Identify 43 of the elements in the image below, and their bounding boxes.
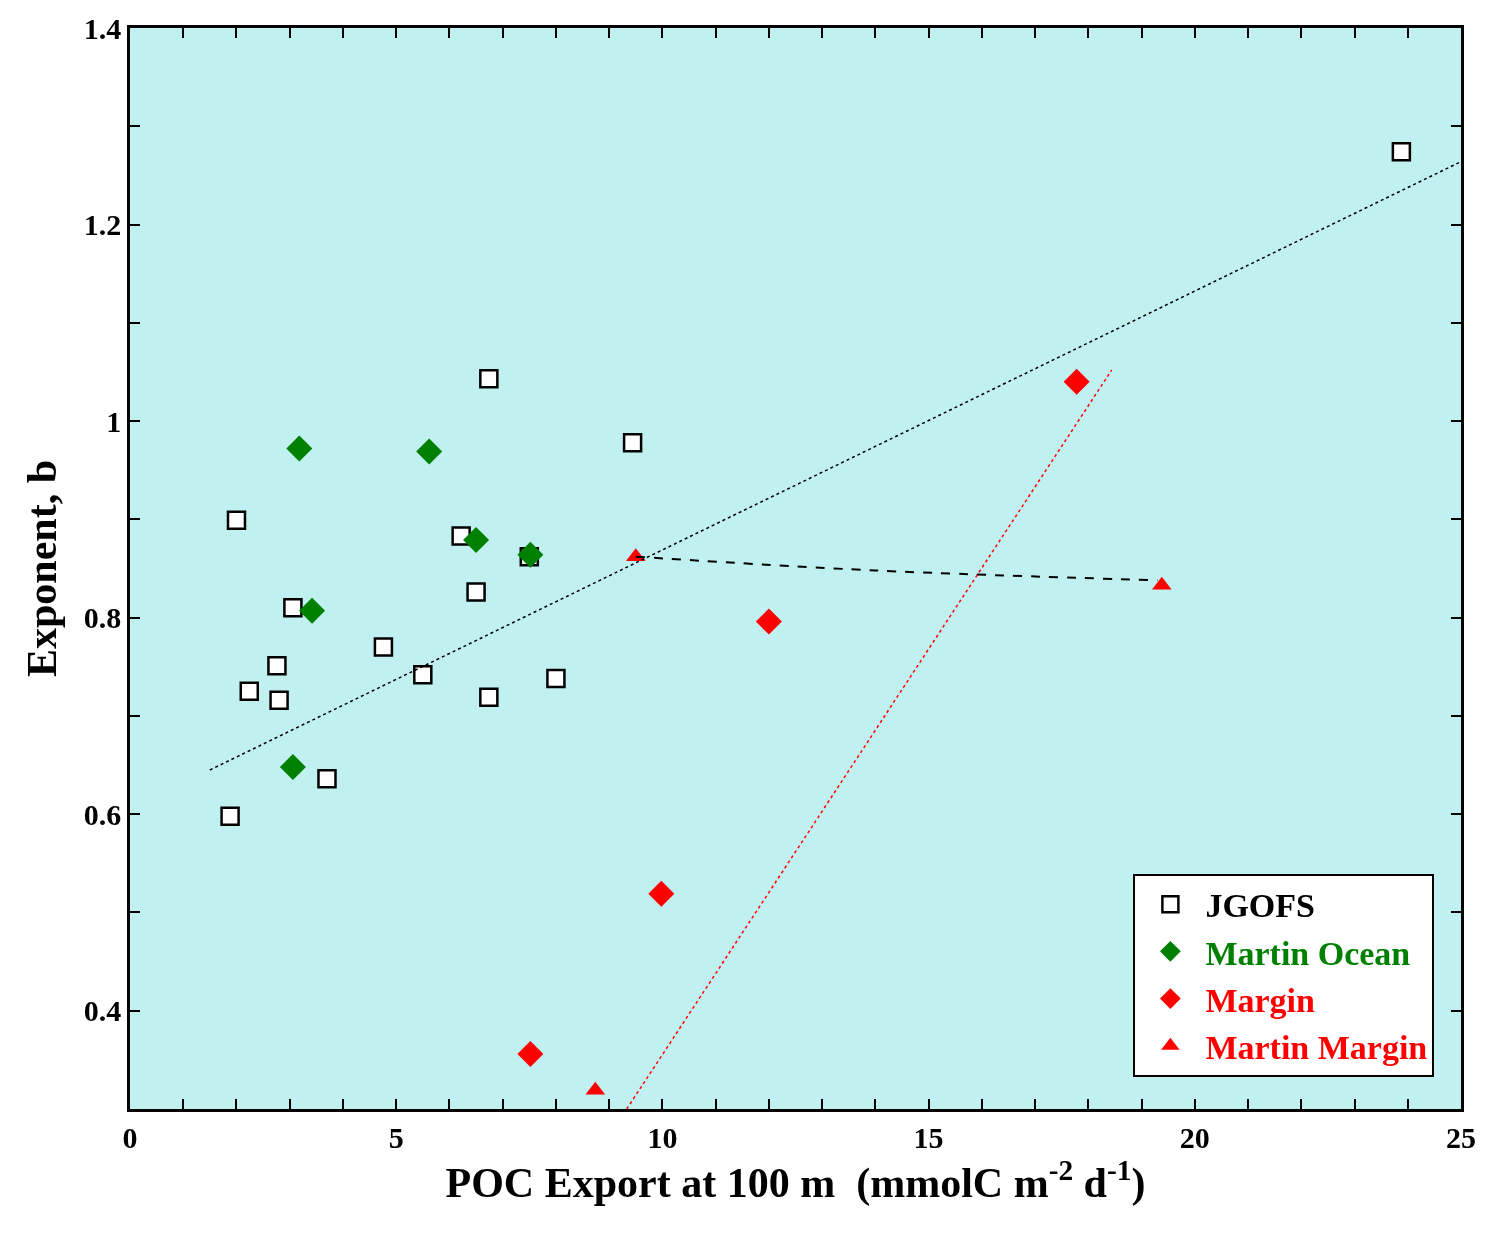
point <box>1063 368 1090 395</box>
point <box>299 597 326 624</box>
legend-label: Martin Margin <box>1205 1029 1428 1067</box>
point <box>463 527 490 553</box>
x-tick-label: 0 <box>122 1120 138 1154</box>
point <box>226 510 247 531</box>
legend-label: Margin <box>1205 981 1316 1019</box>
point <box>317 769 337 789</box>
y-tick-label: 1.4 <box>83 11 122 45</box>
point <box>267 656 287 676</box>
legend-label: Martin Ocean <box>1205 934 1411 972</box>
point <box>286 435 313 462</box>
y-tick-label: 0.4 <box>83 994 122 1028</box>
legend-label: JGOFS <box>1205 887 1315 925</box>
point <box>466 582 486 602</box>
point <box>648 880 675 907</box>
point <box>479 687 499 707</box>
x-tick-label: 15 <box>913 1120 944 1154</box>
point <box>283 598 303 618</box>
point <box>546 668 566 689</box>
point <box>269 690 289 710</box>
point <box>517 1040 544 1067</box>
point <box>413 664 433 685</box>
x-tick-label: 20 <box>1179 1120 1210 1154</box>
point <box>239 681 260 702</box>
x-tick-label: 25 <box>1446 1120 1476 1154</box>
y-axis-title: Exponent, b <box>18 459 65 678</box>
point <box>220 806 240 826</box>
y-tick-label: 1.2 <box>83 208 122 242</box>
y-tick-label: 1 <box>106 404 122 438</box>
point <box>622 432 643 453</box>
x-axis-title: POC Export at 100 m (mmolC m$^{-2}$ d$^{-1}$) <box>445 1153 1146 1208</box>
y-tick-label: 0.6 <box>83 797 122 831</box>
point <box>1391 142 1412 162</box>
point <box>373 637 394 657</box>
x-tick-label: 10 <box>647 1120 678 1154</box>
point <box>416 438 443 465</box>
point <box>479 369 499 389</box>
point <box>279 754 306 781</box>
point <box>517 541 544 568</box>
y-tick-label: 0.8 <box>83 601 122 635</box>
x-tick-label: 5 <box>388 1120 404 1154</box>
point <box>755 608 782 635</box>
